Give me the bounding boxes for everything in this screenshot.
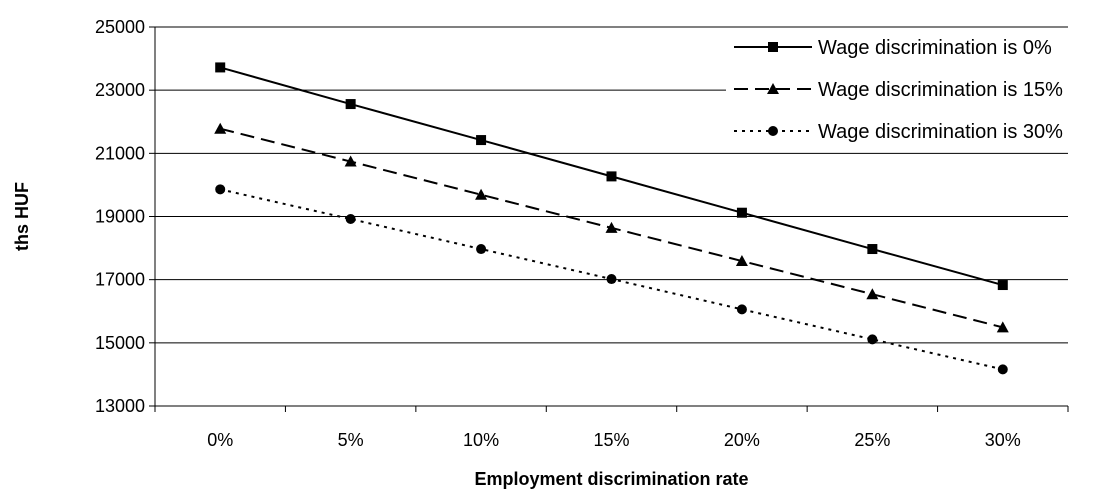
legend-marker (767, 83, 779, 94)
series-3 (215, 184, 1008, 375)
y-tick-labels: 13000 15000 17000 19000 21000 23000 25000 (95, 17, 145, 416)
legend-label: Wage discrimination is 0% (818, 37, 1052, 59)
data-point (214, 122, 227, 134)
legend-item: Wage discrimination is 0% (734, 37, 1052, 59)
data-point (215, 62, 226, 73)
y-tick-label: 17000 (95, 270, 145, 290)
x-tick-label: 10% (463, 430, 499, 450)
data-point (606, 274, 617, 285)
x-tick-label: 25% (854, 430, 890, 450)
x-tick-label: 0% (207, 430, 233, 450)
axes (154, 27, 1069, 412)
legend-label: Wage discrimination is 15% (818, 79, 1063, 101)
data-point (736, 304, 747, 315)
x-tick-label: 15% (593, 430, 629, 450)
x-axis-label: Employment discrimination rate (474, 469, 748, 489)
legend-box (726, 32, 1119, 147)
series-lines (214, 62, 1009, 375)
series-1 (215, 62, 1008, 291)
x-tick-label: 5% (338, 430, 364, 450)
data-point (867, 334, 878, 345)
data-point (476, 244, 487, 255)
y-tick-label: 19000 (95, 207, 145, 227)
y-tick-label: 23000 (95, 80, 145, 100)
x-tick-label: 20% (724, 430, 760, 450)
data-point (996, 321, 1009, 333)
data-point (476, 135, 487, 146)
legend-marker (768, 126, 778, 136)
legend-item: Wage discrimination is 30% (734, 121, 1063, 143)
data-point (867, 244, 878, 255)
legend-item: Wage discrimination is 15% (734, 79, 1063, 101)
y-tick-label: 25000 (95, 17, 145, 37)
y-tick-label: 21000 (95, 143, 145, 163)
series-2 (214, 122, 1009, 333)
legend: Wage discrimination is 0% Wage discrimina… (726, 32, 1119, 147)
data-point (735, 255, 748, 267)
data-point (997, 280, 1008, 291)
x-tick-label: 30% (985, 430, 1021, 450)
data-point (345, 214, 356, 225)
x-tick-labels: 0% 5% 10% 15% 20% 25% 30% (207, 430, 1021, 450)
legend-marker (768, 42, 778, 52)
y-tick-label: 13000 (95, 396, 145, 416)
data-point (866, 288, 879, 300)
data-point (475, 188, 488, 200)
legend-label: Wage discrimination is 30% (818, 121, 1063, 143)
data-point (215, 184, 226, 195)
data-point (605, 221, 618, 233)
data-point (736, 207, 747, 218)
y-tick-label: 15000 (95, 333, 145, 353)
data-point (344, 155, 357, 167)
data-point (345, 99, 356, 110)
y-axis-label: ths HUF (12, 182, 32, 251)
data-point (997, 364, 1008, 375)
data-point (606, 171, 617, 182)
